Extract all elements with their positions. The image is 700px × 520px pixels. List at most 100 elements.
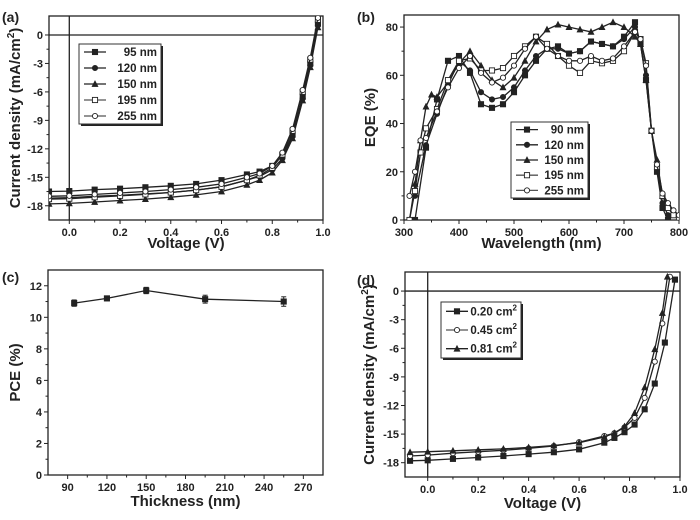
data-point xyxy=(521,67,529,74)
data-point xyxy=(587,38,595,45)
panel-label: (a) xyxy=(2,9,19,25)
legend-label-text: 255 nm xyxy=(117,111,157,123)
data-point xyxy=(488,79,496,86)
data-point xyxy=(256,170,263,177)
legend-label: 0.45 cm2 xyxy=(470,322,517,337)
x-tick-label: 120 xyxy=(98,482,116,494)
y-tick-label: 12 xyxy=(30,281,42,293)
data-point xyxy=(202,296,209,303)
legend-marker xyxy=(453,344,461,352)
data-point xyxy=(218,180,225,187)
data-point xyxy=(268,168,276,176)
data-point xyxy=(663,272,671,280)
data-point xyxy=(499,101,507,108)
legend-marker xyxy=(523,126,531,133)
y-axis-label-tail: ) xyxy=(7,28,24,33)
data-point xyxy=(565,23,573,30)
y-tick-label: -9 xyxy=(389,372,399,384)
data-point xyxy=(167,186,174,193)
panel-label: (d) xyxy=(357,272,375,288)
legend-marker xyxy=(91,64,99,72)
legend-label-text: 0.45 cm xyxy=(470,325,512,337)
data-point xyxy=(658,309,666,316)
x-tick-label: 800 xyxy=(670,227,688,239)
y-tick-label: -3 xyxy=(33,58,43,70)
data-point xyxy=(49,193,53,200)
x-tick-label: 0.8 xyxy=(622,484,637,496)
y-axis-label: PCE (%) xyxy=(7,343,24,401)
legend-label-text: 150 nm xyxy=(117,79,157,91)
data-point xyxy=(71,300,78,307)
data-point xyxy=(609,55,617,62)
data-point xyxy=(406,192,413,199)
data-point xyxy=(499,83,507,91)
y-tick-label: 0 xyxy=(393,286,399,298)
y-tick-label: -15 xyxy=(27,172,43,184)
x-tick-label: 0.0 xyxy=(420,484,435,496)
legend-label: 150 nm xyxy=(544,155,584,167)
legend-label: 255 nm xyxy=(117,111,157,123)
data-point xyxy=(243,181,251,188)
y-tick-label: -18 xyxy=(383,458,399,470)
y-tick-label: -6 xyxy=(33,87,43,99)
data-point xyxy=(543,45,551,52)
data-point xyxy=(141,195,149,203)
y-tick-label: 40 xyxy=(386,119,398,131)
data-point xyxy=(477,69,485,76)
data-point xyxy=(422,125,430,132)
legend-label: 90 nm xyxy=(551,125,584,137)
x-tick-label: 0.8 xyxy=(265,227,280,239)
y-tick-label: -3 xyxy=(389,315,399,327)
x-tick-label: 300 xyxy=(395,227,413,239)
data-point xyxy=(554,52,562,60)
series-line-0-45-cm xyxy=(409,276,671,457)
x-tick-label: 400 xyxy=(450,227,468,239)
data-point xyxy=(424,457,431,464)
y-tick-label: 8 xyxy=(36,344,42,356)
data-point xyxy=(642,62,650,69)
data-point xyxy=(598,23,606,30)
data-point xyxy=(550,441,558,449)
data-point xyxy=(576,48,584,55)
data-point xyxy=(664,212,672,219)
legend-label: 195 nm xyxy=(117,95,157,107)
data-point xyxy=(406,216,413,220)
data-point xyxy=(488,96,496,103)
y-tick-label: 10 xyxy=(30,312,42,324)
x-tick-label: 700 xyxy=(615,227,633,239)
data-point xyxy=(532,37,540,45)
data-point xyxy=(664,200,672,207)
data-point xyxy=(422,134,430,142)
y-axis-label: EQE (%) xyxy=(362,88,379,147)
series-group xyxy=(406,18,679,220)
data-point xyxy=(424,447,432,455)
y-axis-label-tail: ) xyxy=(361,284,378,289)
legend: 90 nm 120 nm 150 nm 195 nm 255 nm xyxy=(510,121,590,200)
data-point xyxy=(575,438,583,446)
x-axis-label: Thickness (nm) xyxy=(130,493,240,510)
y-axis-label: Current density (mA/cm2) xyxy=(6,28,24,209)
data-point xyxy=(675,212,679,219)
legend-label-text: 150 nm xyxy=(544,155,584,167)
data-point xyxy=(280,298,287,305)
data-point xyxy=(565,57,573,64)
x-tick-label: 0.0 xyxy=(62,227,77,239)
data-point xyxy=(193,184,200,191)
data-point xyxy=(289,134,297,142)
panel-label: (b) xyxy=(357,9,375,25)
panel-c: 90 120 150 180 210 240 270 0 2 4 6 8 10 12 (c) Thicknes… xyxy=(2,269,324,510)
data-point xyxy=(449,455,456,462)
data-point xyxy=(651,358,658,365)
x-tick-label: 0.6 xyxy=(571,484,586,496)
data-point xyxy=(609,18,617,26)
data-point xyxy=(422,102,430,110)
x-tick-label: 180 xyxy=(176,482,194,494)
data-point xyxy=(648,127,655,134)
data-point xyxy=(488,67,496,74)
y-tick-label: -12 xyxy=(383,400,399,412)
data-point xyxy=(307,54,314,61)
data-point xyxy=(598,57,606,64)
data-point xyxy=(576,446,583,453)
legend-marker xyxy=(91,112,99,120)
